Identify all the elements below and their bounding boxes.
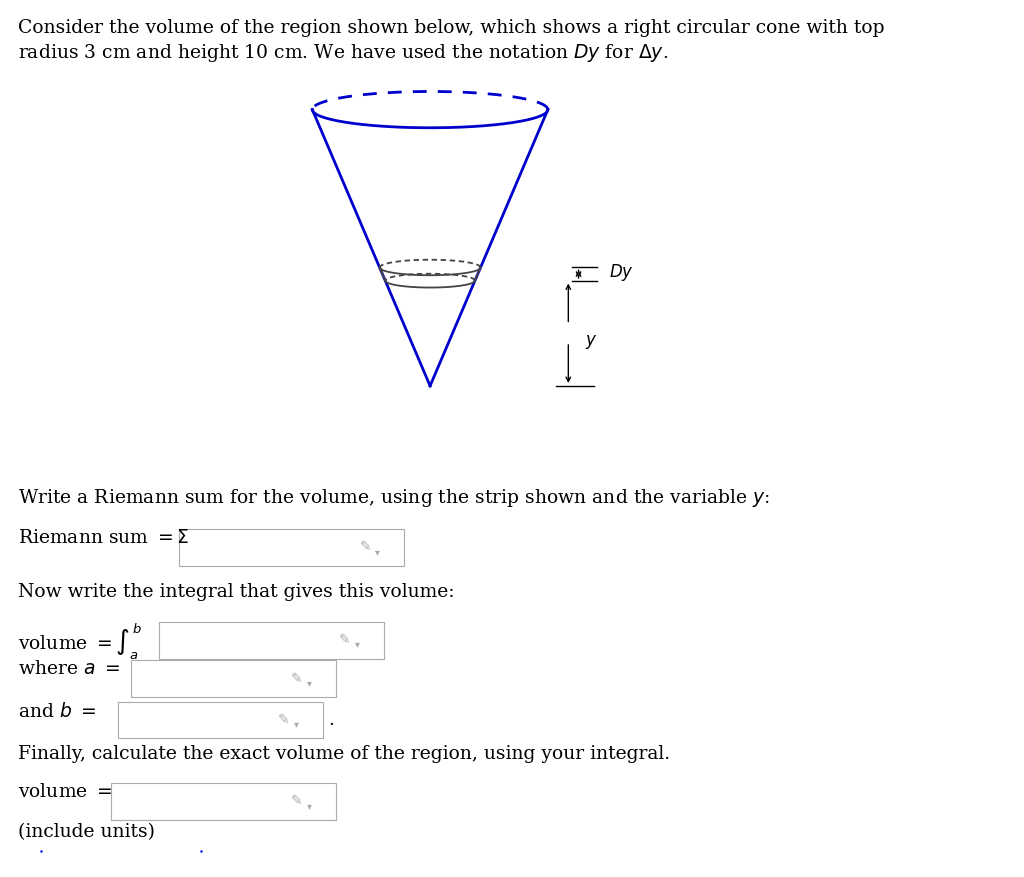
Text: ▾: ▾ — [355, 639, 359, 650]
Text: .: . — [329, 711, 335, 729]
Text: $\mathit{Dy}$: $\mathit{Dy}$ — [609, 262, 634, 282]
FancyBboxPatch shape — [111, 783, 336, 820]
FancyBboxPatch shape — [118, 702, 323, 738]
Text: Riemann sum $= \Sigma$: Riemann sum $= \Sigma$ — [18, 529, 189, 547]
Text: ▾: ▾ — [376, 546, 380, 557]
Text: Now write the integral that gives this volume:: Now write the integral that gives this v… — [18, 583, 455, 602]
Text: ✎: ✎ — [291, 795, 303, 809]
Text: where $a$ $=$: where $a$ $=$ — [18, 660, 121, 679]
Text: ✎: ✎ — [291, 672, 303, 686]
Text: Finally, calculate the exact volume of the region, using your integral.: Finally, calculate the exact volume of t… — [18, 745, 671, 764]
Text: volume $= \int_a^b$: volume $= \int_a^b$ — [18, 622, 142, 662]
Text: and $b$ $=$: and $b$ $=$ — [18, 702, 97, 721]
Text: ▾: ▾ — [294, 719, 298, 730]
Text: ▾: ▾ — [307, 678, 311, 688]
Text: ▾: ▾ — [307, 801, 311, 811]
Text: Write a Riemann sum for the volume, using the strip shown and the variable $y$:: Write a Riemann sum for the volume, usin… — [18, 487, 770, 509]
Text: (include units): (include units) — [18, 823, 156, 841]
Text: ✎: ✎ — [339, 633, 351, 647]
Text: radius 3 cm and height 10 cm. We have used the notation $\mathit{Dy}$ for $\Delt: radius 3 cm and height 10 cm. We have us… — [18, 42, 669, 64]
Text: volume $=$: volume $=$ — [18, 783, 113, 802]
Text: Consider the volume of the region shown below, which shows a right circular cone: Consider the volume of the region shown … — [18, 19, 885, 38]
FancyBboxPatch shape — [179, 529, 404, 566]
Text: ✎: ✎ — [278, 713, 290, 727]
Text: $y$: $y$ — [585, 333, 597, 351]
FancyBboxPatch shape — [159, 622, 384, 659]
Text: ✎: ✎ — [359, 540, 372, 554]
FancyBboxPatch shape — [131, 660, 336, 697]
